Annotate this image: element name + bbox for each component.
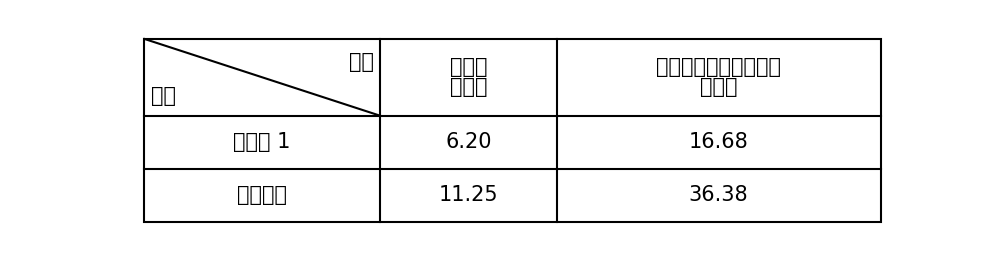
Text: （％）: （％） (450, 77, 487, 97)
Text: 16.68: 16.68 (689, 132, 749, 152)
Text: （％）: （％） (700, 77, 737, 97)
Text: 成渣率: 成渣率 (450, 57, 487, 77)
Text: 6.20: 6.20 (445, 132, 492, 152)
Text: 36.38: 36.38 (689, 185, 748, 205)
Text: 传统工艺: 传统工艺 (237, 185, 287, 205)
Text: 工艺: 工艺 (151, 86, 176, 107)
Text: 11.25: 11.25 (439, 185, 498, 205)
Text: 实施例 1: 实施例 1 (233, 132, 291, 152)
Text: 性能: 性能 (349, 52, 374, 72)
Text: 渣中錂的质量百分含量: 渣中錂的质量百分含量 (656, 57, 781, 77)
